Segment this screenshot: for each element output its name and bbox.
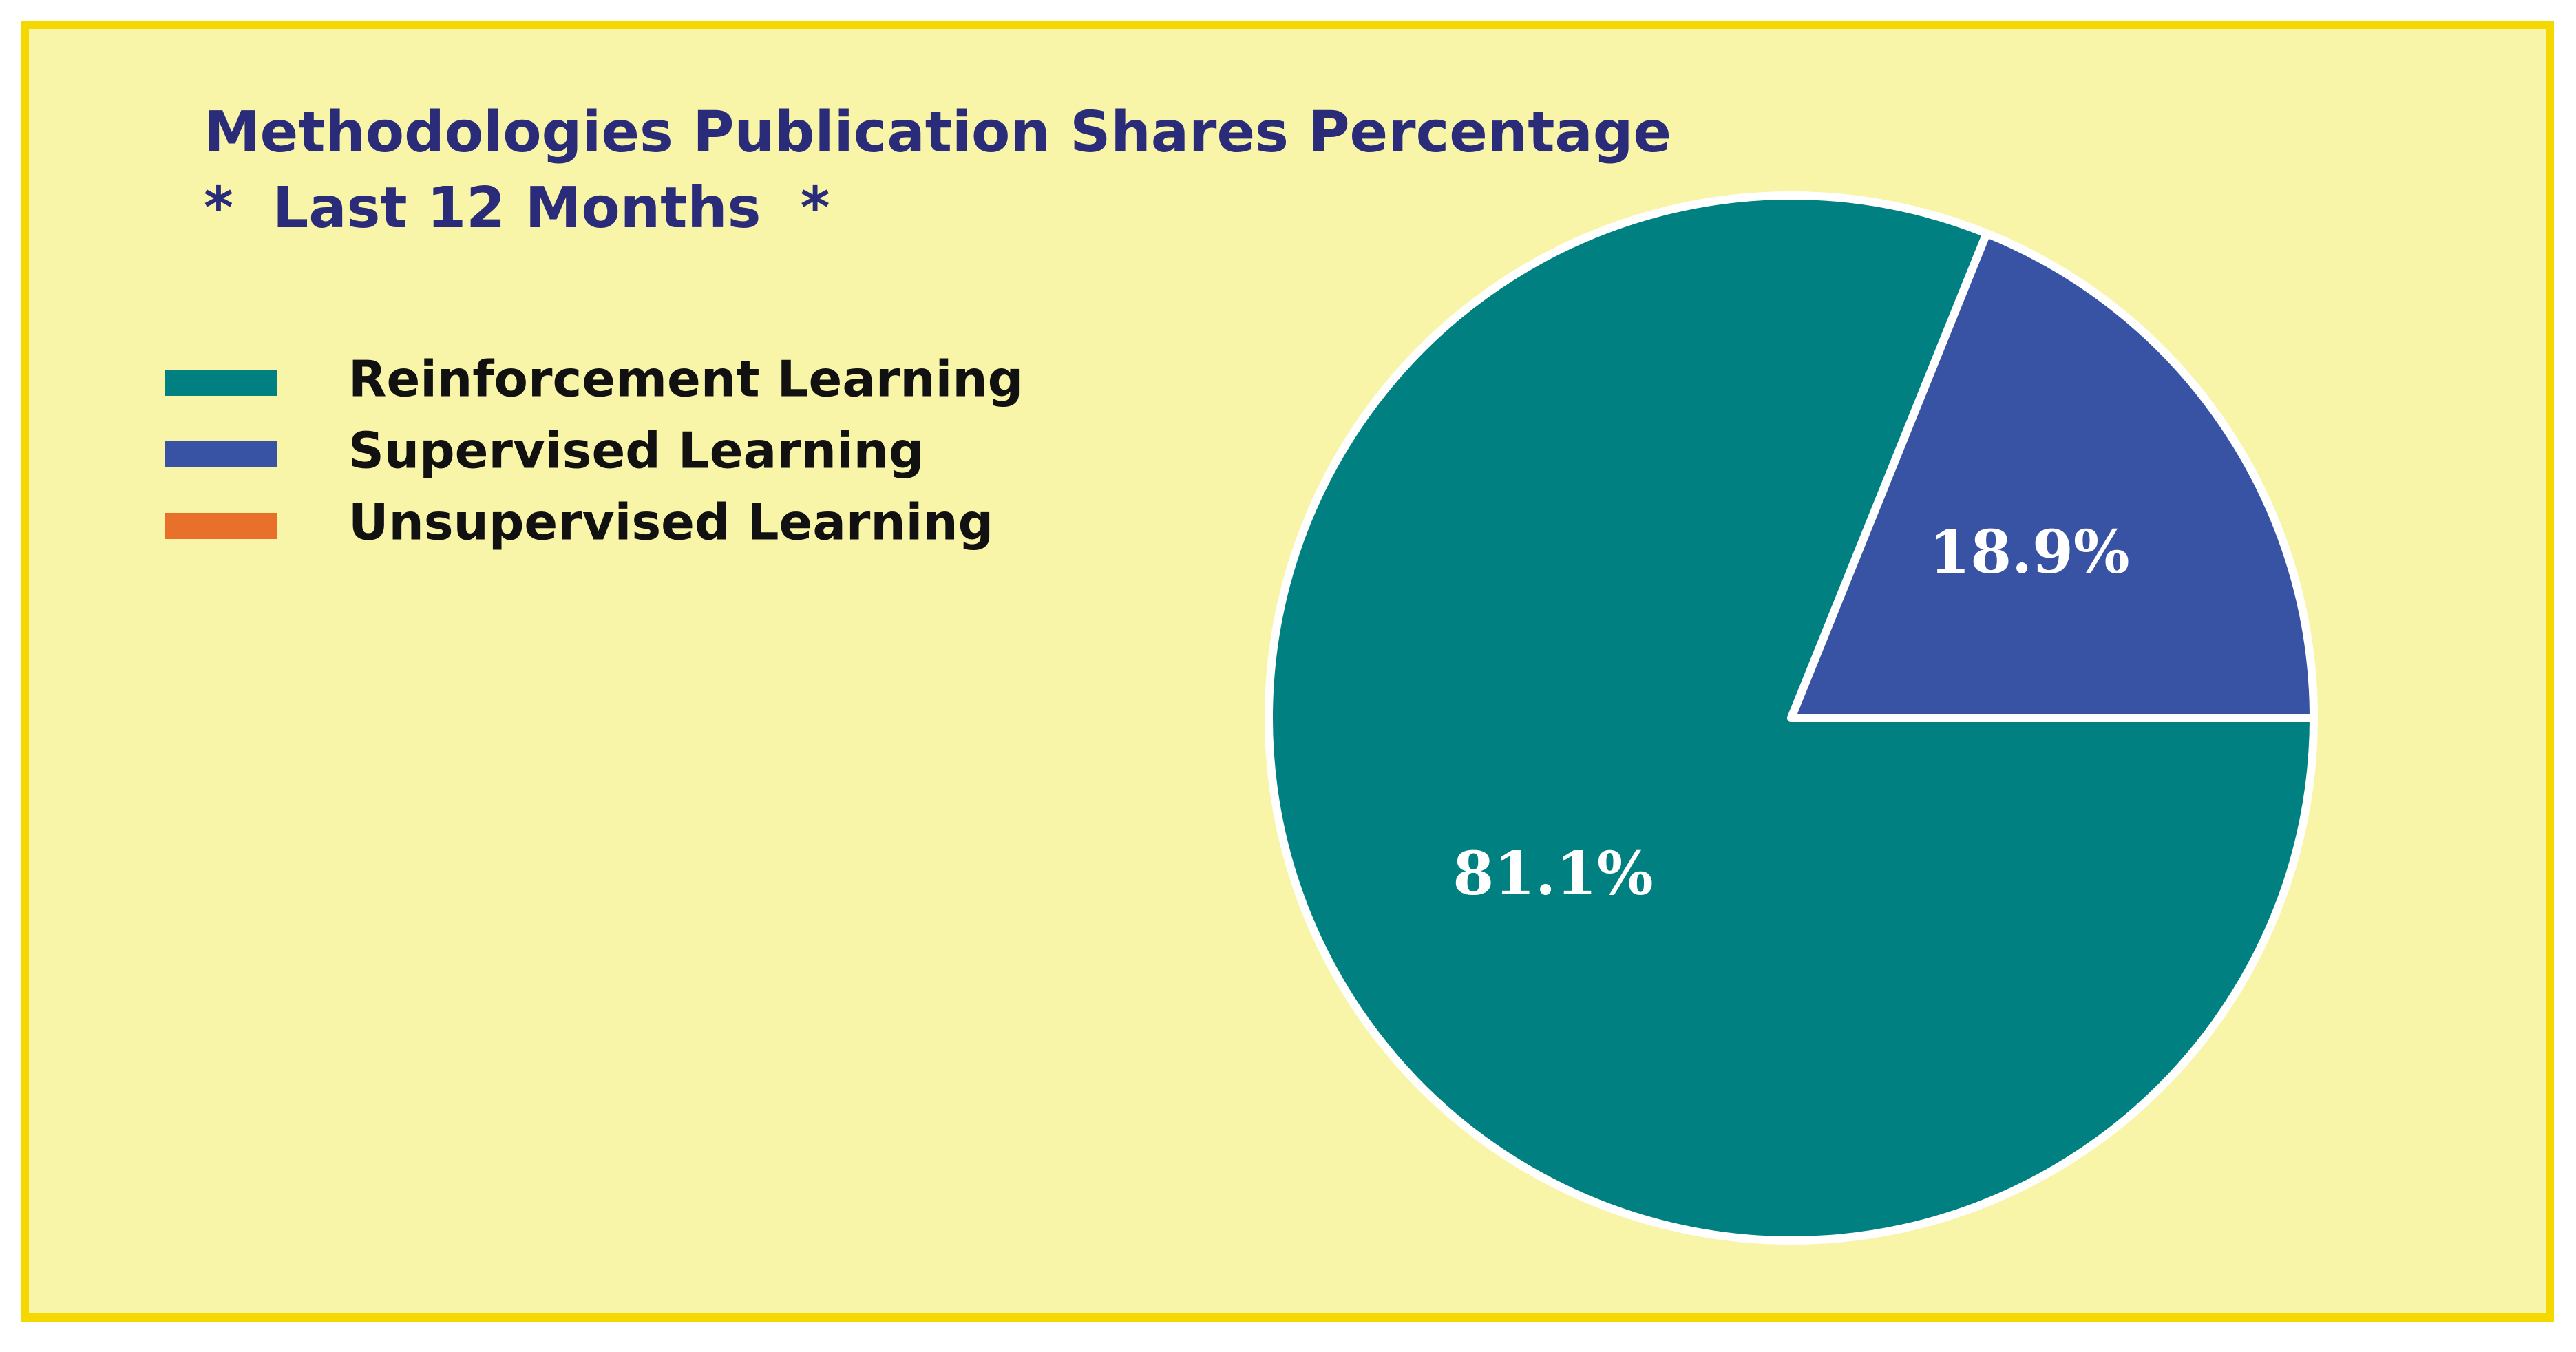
legend-swatch — [165, 513, 277, 539]
legend-label: Supervised Learning — [348, 422, 924, 480]
legend-label: Reinforcement Learning — [348, 350, 1023, 408]
legend-swatch — [165, 441, 277, 467]
slice-label: 81.1% — [1453, 839, 1653, 909]
chart-title: Methodologies Publication Shares Percent… — [204, 100, 1671, 165]
slice-label: 18.9% — [1929, 518, 2129, 587]
legend-swatch — [165, 370, 277, 396]
legend-label: Unsupervised Learning — [348, 494, 993, 551]
chart-subtitle: * Last 12 Months * — [204, 176, 830, 241]
pie-slice — [1787, 229, 2318, 722]
